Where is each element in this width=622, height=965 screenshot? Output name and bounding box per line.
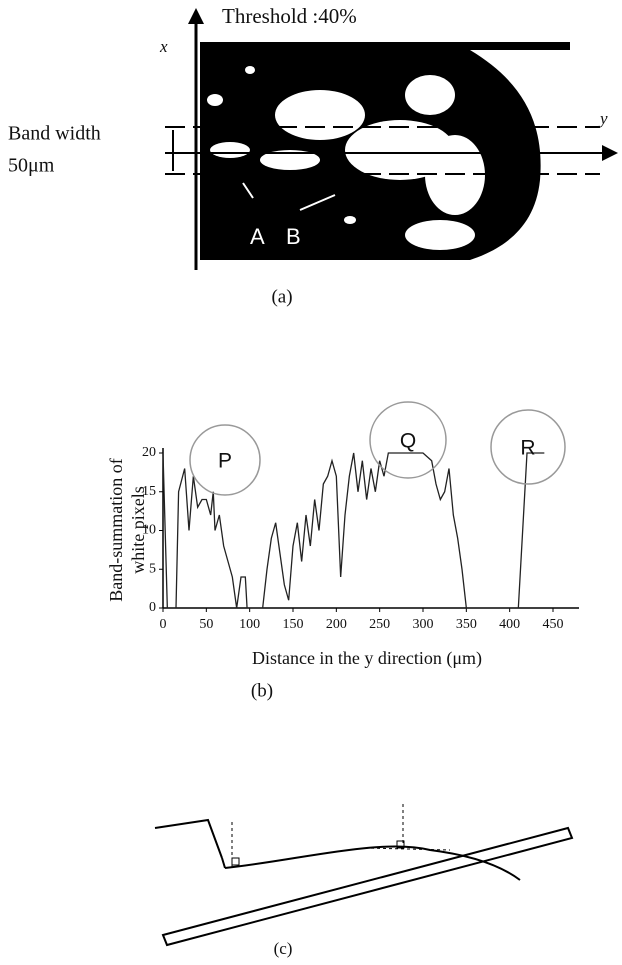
x-tick-label: 200 <box>326 617 347 632</box>
wall <box>154 818 223 859</box>
x-tick-label: 150 <box>283 617 304 632</box>
threshold-label: Threshold :40% <box>222 4 357 28</box>
y-axis-label: Band-summation of <box>106 458 126 601</box>
panel-a: Threshold :40% x y Band width 50μm A B C… <box>8 4 618 307</box>
axis-label: x <box>159 37 168 56</box>
region-label: A <box>250 224 265 249</box>
region-label: C <box>545 197 562 224</box>
tangent-line <box>364 847 451 851</box>
x-tick-label: 400 <box>499 617 520 632</box>
data-line <box>162 452 545 609</box>
right-angle <box>231 857 240 866</box>
right-angle <box>396 840 405 849</box>
substrate <box>161 826 574 947</box>
pointer <box>242 182 254 199</box>
x-tick-label: 100 <box>239 617 260 632</box>
x-tick-label: 300 <box>413 617 434 632</box>
y-tick-label: 5 <box>149 561 156 576</box>
arrow-head <box>602 145 618 161</box>
caption: (b) <box>251 680 273 701</box>
x-tick-label: 0 <box>160 617 167 632</box>
caption: (c) <box>274 939 293 958</box>
x-tick-label: 350 <box>456 617 477 632</box>
y-tick-label: 20 <box>142 445 156 460</box>
band-width-value: 50μm <box>8 155 55 177</box>
annotation: R <box>520 437 535 460</box>
y-tick-label: 15 <box>142 484 156 499</box>
pointer <box>299 194 336 211</box>
axis-label: y <box>598 109 608 128</box>
caption: (a) <box>271 286 292 307</box>
annotation: P <box>218 450 232 473</box>
region-label: B <box>286 224 301 249</box>
panel-c <box>154 804 574 947</box>
annotation: Q <box>400 430 416 453</box>
highlight-circle <box>369 401 447 479</box>
x-tick-label: 250 <box>369 617 390 632</box>
highlight-circle <box>189 424 261 496</box>
x-tick-label: 450 <box>543 617 564 632</box>
x-tick-label: 50 <box>199 617 213 632</box>
band-width-label: Band width <box>8 123 101 145</box>
y-tick-label: 10 <box>142 523 156 538</box>
y-tick-label: 0 <box>149 600 156 615</box>
bead-profile <box>224 845 521 881</box>
highlight-circle <box>490 409 566 485</box>
arrow-head <box>188 8 204 24</box>
edge <box>221 857 226 869</box>
x-axis-label: Distance in the y direction (μm) <box>252 648 482 669</box>
y-axis-label: white pixels <box>128 486 148 574</box>
